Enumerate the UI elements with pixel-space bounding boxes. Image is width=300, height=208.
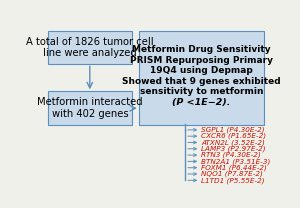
Text: Metformin Drug Sensitivity
PRISM Repurposing Primary
19Q4 using Depmap
Showed th: Metformin Drug Sensitivity PRISM Repurpo…: [122, 45, 281, 96]
Text: NQO1 (P7.87E-2): NQO1 (P7.87E-2): [201, 171, 263, 177]
Text: BTN2A1 (P3.51E-3): BTN2A1 (P3.51E-3): [201, 158, 271, 165]
Text: CXCR6 (P1.65E-2): CXCR6 (P1.65E-2): [201, 133, 266, 139]
Text: SGPL1 (P4.30E-2): SGPL1 (P4.30E-2): [201, 127, 265, 133]
Text: RTN3 (P4.30E-2): RTN3 (P4.30E-2): [201, 152, 261, 158]
Text: L1TD1 (P5.55E-2): L1TD1 (P5.55E-2): [201, 177, 265, 184]
Text: Metformin interacted
with 402 genes: Metformin interacted with 402 genes: [37, 97, 142, 119]
Text: LAMP3 (P2.97E-2): LAMP3 (P2.97E-2): [201, 146, 266, 152]
Text: A total of 1826 tumor cell
line were analyzed: A total of 1826 tumor cell line were ana…: [26, 37, 154, 58]
FancyBboxPatch shape: [48, 92, 132, 125]
Text: ATXN2L (3.52E-2): ATXN2L (3.52E-2): [201, 139, 265, 146]
Text: (P <1E−2).: (P <1E−2).: [172, 98, 231, 107]
FancyBboxPatch shape: [139, 31, 264, 125]
FancyBboxPatch shape: [48, 31, 132, 64]
Text: FOXM1 (P6.44E-2): FOXM1 (P6.44E-2): [201, 165, 267, 171]
